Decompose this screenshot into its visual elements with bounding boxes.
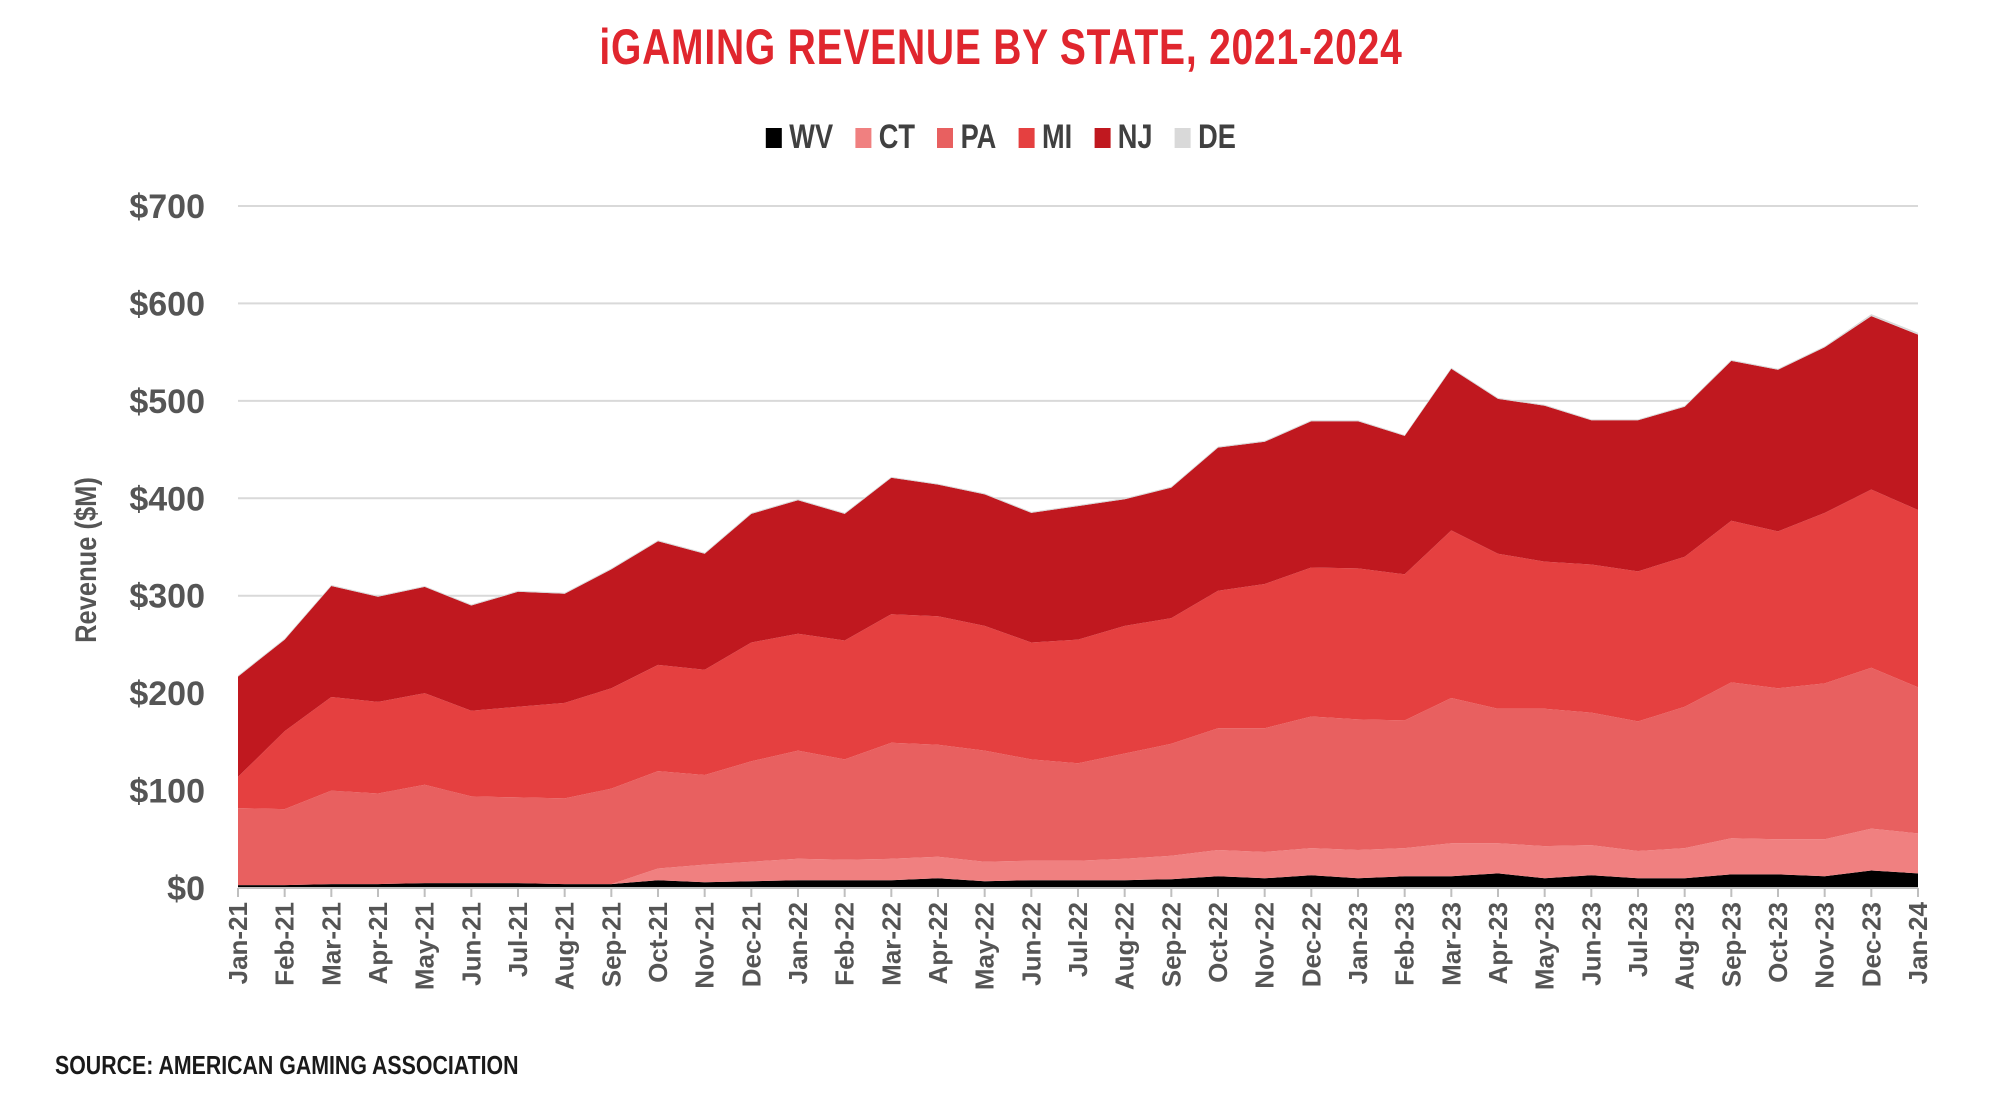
y-tick-label: $500 <box>129 383 205 421</box>
area-pa <box>238 667 1918 886</box>
x-tick-label: Sep-21 <box>596 902 626 987</box>
legend-item-de: DE <box>1174 118 1236 157</box>
x-tick-label: Apr-23 <box>1483 902 1513 984</box>
legend-item-mi: MI <box>1018 118 1073 157</box>
x-tick-label: Nov-23 <box>1810 902 1840 989</box>
x-tick-label: Mar-21 <box>316 902 346 986</box>
x-tick-label: Oct-23 <box>1763 902 1793 983</box>
legend-item-pa: PA <box>937 118 996 157</box>
x-tick-label: Sep-22 <box>1156 902 1186 987</box>
x-tick-label: Jul-21 <box>503 902 533 977</box>
legend-swatch <box>1018 127 1035 148</box>
area-ct <box>238 828 1918 886</box>
legend-item-wv: WV <box>766 118 833 157</box>
x-tick-label: Nov-22 <box>1250 902 1280 989</box>
legend-swatch <box>1174 127 1191 148</box>
x-tick-label: Feb-23 <box>1390 902 1420 986</box>
x-tick-label: Oct-21 <box>643 902 673 983</box>
legend-swatch <box>855 127 872 148</box>
x-tick-label: May-23 <box>1530 902 1560 990</box>
y-tick-label: $700 <box>129 188 205 226</box>
x-tick-label: Jun-21 <box>456 902 486 986</box>
legend-label: PA <box>960 118 997 156</box>
x-tick-label: Jan-23 <box>1343 902 1373 984</box>
y-axis-title: Revenue ($M) <box>69 477 102 643</box>
legend-label: NJ <box>1117 118 1153 156</box>
y-tick-label: $400 <box>129 480 205 518</box>
legend-item-nj: NJ <box>1094 118 1153 157</box>
chart-title: iGAMING REVENUE BY STATE, 2021-2024 <box>599 19 1403 75</box>
x-tick-label: Dec-21 <box>736 902 766 987</box>
legend-label: CT <box>878 118 915 156</box>
x-tick-label: Feb-21 <box>270 902 300 986</box>
legend-swatch <box>1094 127 1111 148</box>
y-tick-label: $600 <box>129 285 205 323</box>
axes: $0 $100 $200 $300 $400 $500 $600 $700 Jan-21 Feb-… <box>129 188 1933 990</box>
y-tick-label: $200 <box>129 675 205 713</box>
x-tick-label: Mar-23 <box>1436 902 1466 986</box>
area-series <box>238 314 1918 888</box>
x-tick-label: Sep-23 <box>1716 902 1746 987</box>
source-note: SOURCE: AMERICAN GAMING ASSOCIATION <box>55 1050 519 1080</box>
x-tick-label: Oct-22 <box>1203 902 1233 983</box>
area-wv <box>238 870 1918 888</box>
x-tick-label: May-22 <box>970 902 1000 990</box>
y-tick-label: $0 <box>167 870 205 908</box>
x-tick-label: Jun-22 <box>1016 902 1046 986</box>
y-tick-label: $100 <box>129 773 205 811</box>
x-tick-label: Nov-21 <box>690 902 720 989</box>
x-tick-label: May-21 <box>410 902 440 990</box>
area-mi <box>238 489 1918 810</box>
x-tick-label: Aug-23 <box>1670 902 1700 990</box>
x-tick-label: Apr-21 <box>363 902 393 984</box>
x-tick-label: Apr-22 <box>923 902 953 984</box>
x-tick-label: Aug-21 <box>550 902 580 990</box>
legend-label: DE <box>1198 118 1236 156</box>
x-tick-label: Mar-22 <box>876 902 906 986</box>
x-tick-label: Aug-22 <box>1110 902 1140 990</box>
chart-legend: WV CT PA MI NJ DE <box>200 118 1802 157</box>
x-tick-label: Jul-23 <box>1623 902 1653 977</box>
legend-label: MI <box>1041 118 1073 156</box>
area-nj <box>238 316 1918 777</box>
x-tick-label: Jan-21 <box>223 902 253 984</box>
legend-item-ct: CT <box>855 118 915 157</box>
x-tick-label: Jan-22 <box>783 902 813 984</box>
x-tick-label: Dec-22 <box>1296 902 1326 987</box>
legend-swatch <box>937 127 954 148</box>
legend-label: WV <box>789 118 834 156</box>
x-tick-label: Jul-22 <box>1063 902 1093 977</box>
x-tick-label: Dec-23 <box>1856 902 1886 987</box>
x-tick-label: Jan-24 <box>1903 901 1933 984</box>
y-tick-label: $300 <box>129 578 205 616</box>
x-tick-label: Jun-23 <box>1576 902 1606 986</box>
legend-swatch <box>766 127 783 148</box>
x-tick-label: Feb-22 <box>830 902 860 986</box>
